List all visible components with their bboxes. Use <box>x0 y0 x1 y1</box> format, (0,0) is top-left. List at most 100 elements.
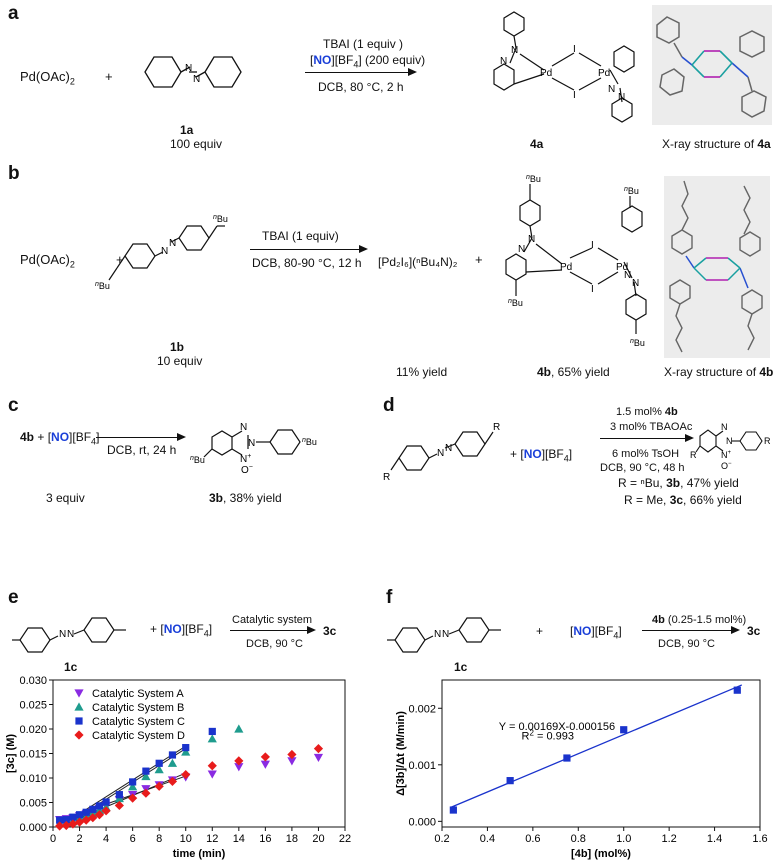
data-point-series-2 <box>62 816 70 824</box>
panel-f-product: 3c <box>747 624 761 638</box>
legend-label-1: Catalytic System B <box>92 702 184 714</box>
n-label-d-2: N <box>445 443 452 454</box>
azobenzene-structure-1a: N N <box>144 56 242 88</box>
panel-e-cond-bottom: DCB, 90 °C <box>246 638 303 650</box>
data-point-series-2 <box>82 808 90 816</box>
n-label-4a-4: N <box>618 92 625 103</box>
panel-b-cond-tbai: TBAI (1 equiv) <box>262 229 339 243</box>
nbu-label-1b-top: nBu <box>213 214 228 224</box>
panel-e-letter: e <box>8 587 19 608</box>
y-tick-label: 0.025 <box>19 700 47 712</box>
panel-a-cond-nobf4: [NO][BF4] (200 equiv) <box>310 53 426 70</box>
plot-frame <box>441 679 761 828</box>
panel-f-letter: f <box>386 587 393 608</box>
chart-f-rate-plot: 0.2 0.4 0.6 0.8 1.0 1.2 1.4 1.6 0.000 0.001 0.002 [… <box>395 679 768 860</box>
panel-d-result-1: R = ⁿBu, 3b, 47% yield <box>618 476 739 490</box>
panel-a-compound-1a: 1a <box>180 123 194 137</box>
nbu-label-1b-bottom: nBu <box>95 281 110 291</box>
pd-label-4b-2: Pd <box>616 262 628 273</box>
panel-d-cond-3: 6 mol% TsOH <box>612 448 680 460</box>
x-tick-label: 1.0 <box>616 833 631 845</box>
panel-d-letter: d <box>383 395 395 416</box>
panel-c-product: 3b, 38% yield <box>209 491 282 505</box>
i-label-4b-2: I <box>591 284 594 295</box>
data-point-series-2 <box>89 805 97 813</box>
n-label-3b-2: N <box>248 438 255 449</box>
panel-a-cond-solvent: DCB, 80 °C, 2 h <box>318 80 404 94</box>
panel-f-cond-bottom: DCB, 90 °C <box>658 638 715 650</box>
x-axis-label: time (min) <box>173 848 226 860</box>
n-label-d3-1: N <box>721 422 728 432</box>
nplus-label-d3: N+ <box>721 450 732 460</box>
data-point <box>563 754 571 762</box>
panel-b-xray-caption: X-ray structure of 4b <box>664 365 774 379</box>
x-tick-label: 8 <box>156 833 162 845</box>
data-point-series-3 <box>74 817 85 827</box>
y-tick-label: 0.000 <box>408 816 436 828</box>
data-point-series-3 <box>167 776 178 787</box>
panel-e-compound-1c: 1c <box>64 660 78 674</box>
data-point-series-2 <box>208 727 216 736</box>
panel-e-cond-top: Catalytic system <box>232 614 313 626</box>
panel-c-reaction-arrow <box>96 433 186 441</box>
data-point-series-1 <box>141 771 151 781</box>
azo-n-label-1b-1: N <box>161 246 168 257</box>
n-label-4b-4: N <box>632 278 639 289</box>
legend-marker-3 <box>74 730 84 740</box>
x-tick-label: 0 <box>50 833 56 845</box>
data-point-series-3 <box>141 788 151 798</box>
panel-a-product-4a: 4a <box>530 137 544 151</box>
dibutylazobenzene-structure-1b: N N nBu nBu <box>95 214 228 291</box>
data-point-series-2 <box>142 767 150 775</box>
fit-line <box>450 684 743 808</box>
panel-c-reagents: 4b + [NO][BF4] <box>20 430 100 447</box>
data-point-series-1 <box>128 782 138 791</box>
data-point-series-2 <box>75 811 84 819</box>
data-point-series-2 <box>129 778 137 786</box>
i-label-4a-1: I <box>573 44 576 55</box>
ominus-label-3b: O− <box>241 464 253 475</box>
data-point <box>449 806 457 814</box>
panel-c-equiv: 3 equiv <box>46 491 85 505</box>
data-point-series-2 <box>95 802 104 810</box>
panel-b-plus2: + <box>475 252 483 267</box>
i-label-4b-1: I <box>591 240 594 251</box>
benzotriazole-n-oxide-3bc: N N N+ O− R R <box>690 422 771 471</box>
nplus-label-3b: N+ <box>240 453 251 465</box>
panel-d-cond-1: 1.5 mol% 4b <box>616 406 678 418</box>
nbu-label-3b-2: nBu <box>190 455 205 465</box>
benzotriazole-n-oxide-3b: N N N+ O− nBu nBu <box>190 422 317 475</box>
pd-label-4b-1: Pd <box>560 262 572 273</box>
x-tick-label: 12 <box>206 833 218 845</box>
data-point <box>733 686 741 694</box>
panel-a-xray-caption: X-ray structure of 4a <box>662 137 771 151</box>
x-tick-label: 20 <box>312 833 324 845</box>
r-squared-annotation: R2 = 0.993 <box>522 728 574 742</box>
x-axis-label: [4b] (mol%) <box>571 848 631 860</box>
x-tick-label: 22 <box>339 833 351 845</box>
y-axis-label: Δ[3b]/Δt (M/min) <box>395 711 407 796</box>
panel-a-reactant-pdoac: Pd(OAc)2 <box>20 69 75 87</box>
y-tick-label: 0.002 <box>408 703 436 715</box>
legend-marker-1 <box>74 702 84 711</box>
panel-f-cond-top: 4b (0.25-1.5 mol%) <box>652 614 747 626</box>
panel-a-reaction-arrow <box>305 68 417 76</box>
data-point-series-3 <box>68 819 78 829</box>
xray-structure-4b-image <box>664 176 770 358</box>
data-point-series-3 <box>128 793 138 803</box>
n-label-1c-e-1: N <box>59 629 66 640</box>
panel-b-byproduct-yield: 11% yield <box>396 365 448 379</box>
pd-label-4a-1: Pd <box>540 68 552 79</box>
panel-b-letter: b <box>8 163 20 184</box>
xray-4a-graphic <box>656 16 767 118</box>
x-tick-label: 1.4 <box>707 833 722 845</box>
azo-n-label-1b-2: N <box>169 238 176 249</box>
azo-n2-label: N <box>193 74 200 85</box>
data-point-series-2 <box>168 751 177 759</box>
azo-n1-label: N <box>185 63 192 74</box>
data-point <box>620 726 628 734</box>
r-label-d3-2: R <box>690 450 697 460</box>
x-tick-label: 1.6 <box>752 833 767 845</box>
data-point <box>506 777 514 785</box>
ominus-label-d3: O− <box>721 461 732 471</box>
